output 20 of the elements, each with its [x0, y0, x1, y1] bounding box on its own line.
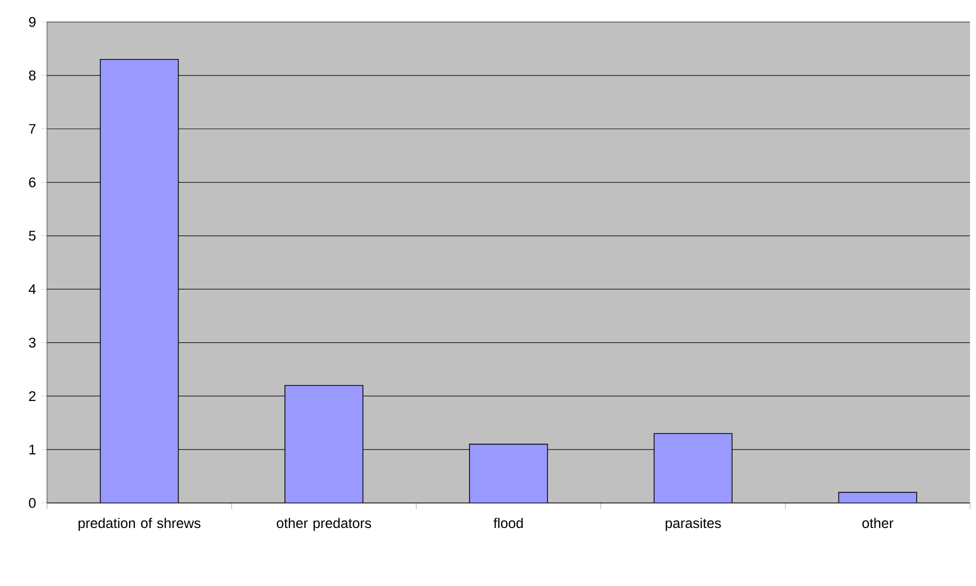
- y-tick-label: 6: [29, 177, 36, 188]
- bar: [284, 385, 364, 503]
- y-tick-label: 0: [28, 498, 36, 508]
- y-tick-label: 9: [29, 17, 36, 27]
- x-tick-label: other predators: [276, 518, 372, 531]
- bar: [654, 433, 733, 503]
- x-tick-label: flood: [494, 518, 523, 528]
- y-tick-label: 1: [29, 444, 36, 454]
- bar: [469, 444, 548, 503]
- x-tick-label: other: [862, 518, 894, 528]
- x-tick-label: predation of shrews: [78, 518, 200, 531]
- y-tick-label: 3: [28, 338, 36, 348]
- y-tick-label: 2: [29, 391, 36, 401]
- y-tick-label: 7: [29, 124, 36, 134]
- y-tick-label: 5: [28, 230, 36, 241]
- y-tick-label: 8: [29, 70, 36, 80]
- y-tick-label: 4: [28, 284, 36, 294]
- bar: [100, 59, 179, 503]
- x-tick-label: parasites: [666, 518, 721, 531]
- bar: [838, 492, 918, 503]
